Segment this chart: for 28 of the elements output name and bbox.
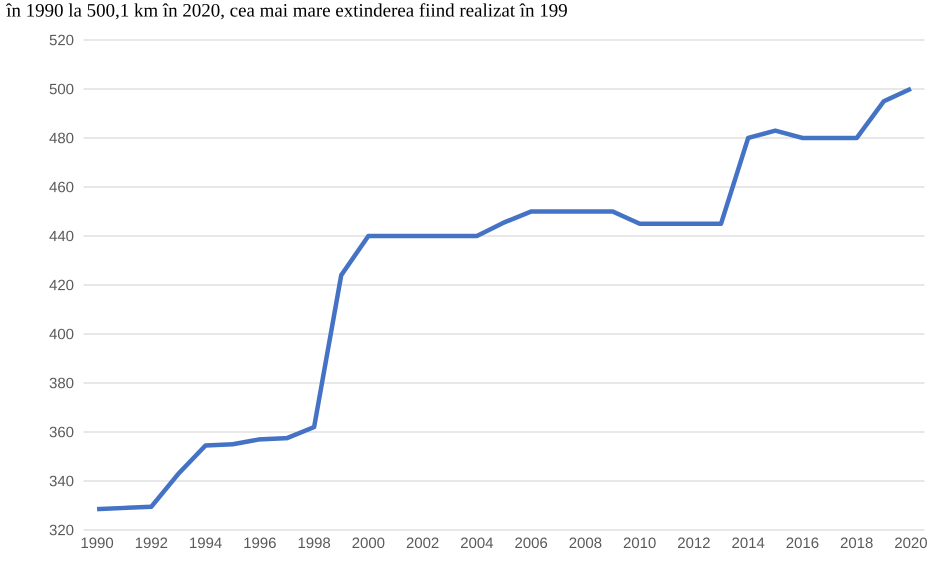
y-tick-label: 480	[49, 132, 74, 144]
y-tick-label: 340	[50, 476, 74, 486]
y-tick-label: 380	[50, 378, 74, 388]
x-tick-label: 1994	[190, 538, 222, 548]
x-tick-label: 2000	[352, 538, 384, 548]
x-tick-label: 2018	[840, 538, 873, 548]
x-tick-label: 2014	[732, 538, 764, 548]
x-tick-label: 2008	[570, 538, 602, 548]
x-tick-label: 2020	[895, 538, 927, 548]
x-tick-label: 1992	[136, 538, 168, 548]
x-tick-label: 2004	[461, 538, 494, 548]
y-tick-label: 360	[50, 426, 74, 438]
y-tick-label: 460	[49, 182, 74, 192]
y-tick-label: 400	[49, 328, 74, 340]
x-tick-label: 2012	[678, 538, 710, 548]
y-tick-label: 320	[50, 524, 74, 536]
text: în 1990 la 500,1 km în 2020, cea mai mare extinderea fiind realizat în 199	[6, 3, 567, 20]
y-tick-label: 420	[49, 280, 74, 290]
x-tick-label: 2016	[786, 538, 818, 548]
y-tick-label: 440	[49, 230, 74, 242]
x-tick-label: 1998	[298, 538, 330, 548]
x-tick-label: 2006	[515, 538, 548, 548]
x-tick-label: 2010	[624, 538, 656, 548]
x-tick-label: 2002	[406, 538, 438, 548]
y-tick-label: 520	[50, 34, 74, 46]
y-tick-label: 500	[50, 84, 74, 94]
x-tick-label: 1996	[244, 538, 276, 548]
x-tick-label: 1990	[82, 538, 114, 548]
